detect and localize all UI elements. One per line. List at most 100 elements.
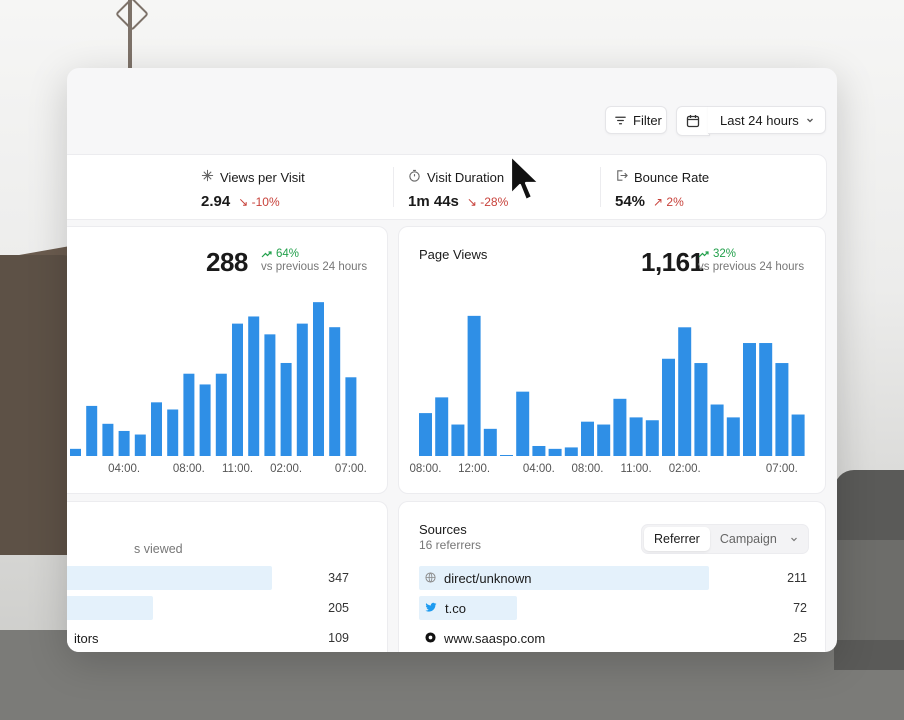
chart-bar[interactable] xyxy=(102,423,114,456)
tab-referrer[interactable]: Referrer xyxy=(644,527,710,551)
chart-bar[interactable] xyxy=(248,316,260,456)
pages-card: s viewed 347 205 itors 109 xyxy=(67,501,388,652)
exit-icon xyxy=(615,169,628,185)
chart-bar[interactable] xyxy=(791,414,805,456)
chart-bar[interactable] xyxy=(759,343,773,456)
pageviews-comparison: vs previous 24 hours xyxy=(698,261,805,273)
visitors-trend: 64% xyxy=(261,248,299,260)
chart-bar[interactable] xyxy=(215,373,227,456)
x-tick-label: 08:00. xyxy=(410,463,442,475)
x-tick-label: 12:00. xyxy=(458,463,490,475)
chart-bar[interactable] xyxy=(597,424,611,456)
site-icon xyxy=(425,631,436,646)
page-row-bar xyxy=(67,596,153,620)
chart-bar[interactable] xyxy=(548,448,562,456)
chart-bar[interactable] xyxy=(296,323,308,456)
chart-bar[interactable] xyxy=(467,315,481,456)
stat-change: ↘ -10% xyxy=(238,195,280,209)
views-icon xyxy=(201,169,214,185)
mouse-cursor-icon xyxy=(509,154,541,202)
twitter-icon xyxy=(425,601,437,616)
sources-subtitle: 16 referrers xyxy=(419,538,482,552)
chart-bar[interactable] xyxy=(613,398,627,456)
chart-bar[interactable] xyxy=(199,384,211,456)
source-row-value: 211 xyxy=(787,571,807,585)
source-row[interactable]: www.saaspo.com xyxy=(425,631,545,646)
chart-bar[interactable] xyxy=(280,362,292,456)
chart-bar[interactable] xyxy=(134,434,146,456)
pageviews-title: Page Views xyxy=(419,247,488,262)
stat-value: 1m 44s xyxy=(408,193,459,210)
chart-bar[interactable] xyxy=(726,417,740,456)
x-tick-label: 11:00. xyxy=(621,463,652,475)
x-tick-label: 08:00. xyxy=(572,463,604,475)
chart-bar[interactable] xyxy=(581,421,594,456)
x-tick-label: 04:00. xyxy=(523,463,555,475)
page-row-bar xyxy=(67,566,272,590)
timer-icon xyxy=(408,169,421,185)
chart-bar[interactable] xyxy=(645,420,659,456)
chart-bar[interactable] xyxy=(232,323,243,456)
filter-button[interactable]: Filter xyxy=(605,106,667,134)
x-tick-label: 07:00. xyxy=(335,463,367,475)
pageviews-trend: 32% xyxy=(698,248,736,260)
chart-bar[interactable] xyxy=(86,405,98,456)
tab-campaign[interactable]: Campaign xyxy=(719,532,777,546)
chart-bar[interactable] xyxy=(313,302,324,456)
chart-bar[interactable] xyxy=(183,373,195,456)
x-tick-label: 11:00. xyxy=(222,463,253,475)
chart-bar[interactable] xyxy=(662,358,675,456)
pages-subtitle: s viewed xyxy=(134,542,183,556)
filter-icon xyxy=(614,114,627,127)
chevron-down-icon xyxy=(805,115,815,125)
source-row-bar xyxy=(419,566,709,590)
chart-bar[interactable] xyxy=(70,448,81,456)
pageviews-chart-card: Page Views 1,161 32% vs previous 24 hour… xyxy=(398,226,826,494)
chart-bar[interactable] xyxy=(743,343,756,456)
chart-bar[interactable] xyxy=(775,363,789,456)
chart-bar[interactable] xyxy=(451,424,465,456)
chart-bar[interactable] xyxy=(710,404,724,456)
chart-bar[interactable] xyxy=(345,377,357,456)
x-tick-label: 08:00. xyxy=(173,463,205,475)
stat-label: Bounce Rate xyxy=(634,169,710,185)
stat-label: Visit Duration xyxy=(427,169,505,185)
chart-bar[interactable] xyxy=(419,413,432,456)
sources-tab-switcher: Referrer Campaign xyxy=(641,524,809,554)
visitors-comparison: vs previous 24 hours xyxy=(261,261,368,273)
chart-bar[interactable] xyxy=(564,447,578,456)
date-range-select[interactable]: Last 24 hours xyxy=(708,106,826,134)
trend-up-icon xyxy=(261,251,272,258)
chart-bar[interactable] xyxy=(483,428,497,456)
visitors-chart-card: 288 64% vs previous 24 hours 04:00. 08:00… xyxy=(67,226,388,494)
date-range-label: Last 24 hours xyxy=(720,112,799,128)
x-tick-label: 02:00. xyxy=(270,463,302,475)
chart-bar[interactable] xyxy=(329,327,341,456)
analytics-window: Filter Last 24 hours Views per Visit 2.9… xyxy=(67,68,837,652)
source-row-bar xyxy=(419,596,517,620)
filter-label: Filter xyxy=(633,112,662,128)
source-row-value: 25 xyxy=(793,631,807,645)
source-row[interactable]: t.co xyxy=(425,601,466,616)
chart-bar[interactable] xyxy=(629,417,643,456)
visitors-bar-chart: 04:00. 08:00. 11:00. 02:00. 07:00. xyxy=(70,302,367,475)
chart-bar[interactable] xyxy=(678,327,692,456)
x-tick-label: 07:00. xyxy=(766,463,798,475)
chart-bar[interactable] xyxy=(532,445,546,456)
stats-strip: Views per Visit 2.94 ↘ -10% Visit Durati… xyxy=(67,154,827,220)
calendar-button[interactable] xyxy=(676,106,710,136)
stat-change: ↗ 2% xyxy=(653,195,684,209)
page-row-value: 109 xyxy=(328,631,349,645)
chart-bar[interactable] xyxy=(435,397,449,456)
chevron-down-icon[interactable] xyxy=(789,534,799,544)
chart-bar[interactable] xyxy=(264,334,276,456)
chart-bar[interactable] xyxy=(694,363,708,456)
chart-bar[interactable] xyxy=(167,409,179,456)
chart-bar[interactable] xyxy=(151,402,162,456)
chart-bar[interactable] xyxy=(500,455,513,456)
chart-bar[interactable] xyxy=(516,391,530,456)
source-row[interactable]: direct/unknown xyxy=(425,571,531,586)
trend-up-icon xyxy=(698,251,709,258)
chart-bar[interactable] xyxy=(118,430,130,456)
page-row-label[interactable]: itors xyxy=(74,631,99,646)
